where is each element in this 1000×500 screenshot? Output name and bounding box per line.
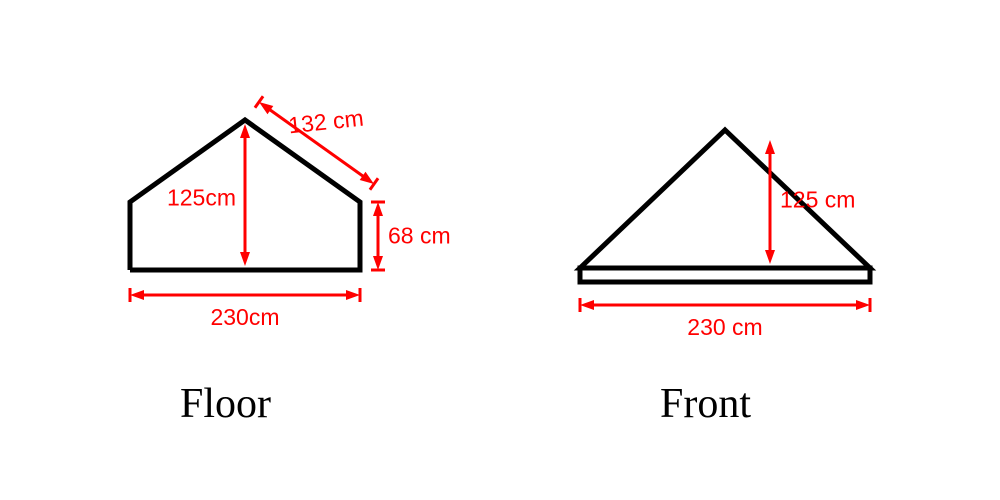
dim-label-floor-width: 230cm	[210, 304, 279, 331]
dim-label-floor-side: 68 cm	[388, 223, 451, 250]
floor-caption: Floor	[180, 380, 271, 428]
dim-front-height	[765, 140, 775, 264]
dim-label-front-height: 125 cm	[780, 187, 855, 214]
dim-label-front-width: 230 cm	[687, 314, 762, 341]
dim-floor-side	[371, 202, 385, 270]
dim-floor-width	[130, 288, 360, 302]
diagram-canvas: Floor Front 230cm125cm68 cm132 cm230 cm1…	[0, 0, 1000, 500]
front-base	[580, 268, 870, 282]
diagram-svg	[0, 0, 1000, 500]
front-caption: Front	[660, 380, 751, 428]
dim-floor-height	[240, 124, 250, 266]
dim-front-width	[580, 298, 870, 312]
dim-label-floor-height: 125cm	[167, 185, 236, 212]
